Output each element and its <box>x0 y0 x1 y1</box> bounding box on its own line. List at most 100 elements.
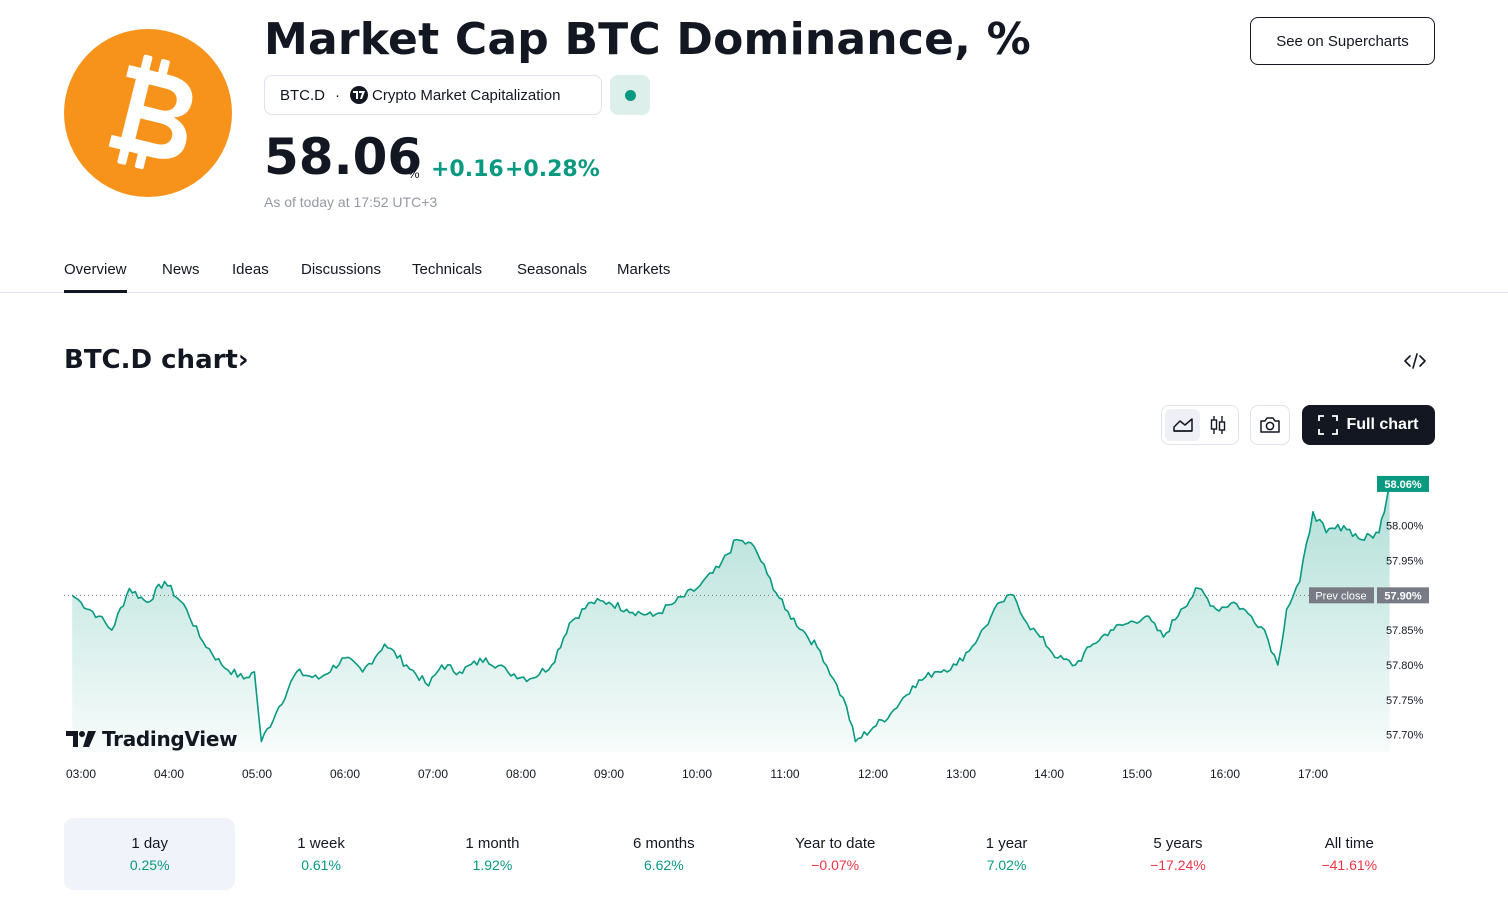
symbol-info-pill[interactable]: BTC.D · Crypto Market Capitalization <box>264 75 602 115</box>
period-1-year[interactable]: 1 year 7.02% <box>921 818 1092 890</box>
x-tick-label: 06:00 <box>330 767 360 781</box>
period-label: 5 years <box>1153 835 1203 852</box>
bitcoin-icon <box>108 54 193 170</box>
period-value: 7.02% <box>986 857 1027 873</box>
x-tick-label: 12:00 <box>858 767 888 781</box>
exchange-name: Crypto Market Capitalization <box>372 86 561 104</box>
x-tick-label: 04:00 <box>154 767 184 781</box>
tab-seasonals[interactable]: Seasonals <box>517 261 588 278</box>
chart-heading-text: BTC.D chart <box>64 345 238 375</box>
last-price-bg <box>1377 475 1429 492</box>
price-area-fill <box>72 483 1390 752</box>
x-tick-label: 15:00 <box>1122 767 1152 781</box>
area-chart-style-button[interactable] <box>1165 409 1200 441</box>
x-tick-label: 16:00 <box>1210 767 1240 781</box>
y-tick-label: 57.95% <box>1386 556 1424 568</box>
price-timestamp: As of today at 17:52 UTC+3 <box>264 194 438 210</box>
current-price: 58.06 <box>264 128 423 186</box>
prev-close-label: Prev close <box>1315 590 1366 602</box>
tradingview-logo-icon <box>66 731 96 747</box>
tradingview-watermark: TradingView <box>66 727 238 751</box>
see-on-supercharts-button[interactable]: See on Supercharts <box>1250 17 1435 65</box>
chart-style-toggle <box>1161 405 1239 445</box>
period-value: 0.25% <box>129 857 170 873</box>
x-tick-label: 14:00 <box>1034 767 1064 781</box>
price-change-percent: +0.28% <box>505 157 600 182</box>
tradingview-watermark-text: TradingView <box>102 727 238 751</box>
period-1-month[interactable]: 1 month 1.92% <box>407 818 578 890</box>
y-tick-label: 58.00% <box>1386 521 1424 533</box>
x-tick-label: 10:00 <box>682 767 712 781</box>
period-value: −0.07% <box>811 857 860 873</box>
last-price-label: 58.06% <box>1384 479 1422 491</box>
period-1-day[interactable]: 1 day 0.25% <box>64 818 236 890</box>
camera-icon <box>1260 417 1280 433</box>
period-5-years[interactable]: 5 years −17.24% <box>1092 818 1263 890</box>
embed-code-button[interactable] <box>1400 346 1430 376</box>
x-tick-label: 11:00 <box>770 767 799 781</box>
price-chart[interactable]: 58.00% 57.95% 57.85% 57.80% 57.75% 57.70% 03:… <box>0 460 1508 790</box>
period-value: 0.61% <box>301 857 341 873</box>
y-tick-label: 57.85% <box>1386 625 1424 637</box>
y-tick-label: 57.80% <box>1386 660 1424 672</box>
period-label: All time <box>1324 835 1374 852</box>
prev-close-value-bg <box>1377 587 1429 604</box>
market-open-dot-icon <box>624 89 636 101</box>
tab-discussions[interactable]: Discussions <box>301 261 382 278</box>
price-line <box>71 483 1391 743</box>
candle-chart-style-button[interactable] <box>1200 409 1235 441</box>
x-tick-label: 08:00 <box>506 767 536 781</box>
period-year-to-date[interactable]: Year to date −0.07% <box>750 818 921 890</box>
prev-close-tag: Prev close 57.90% <box>1309 587 1429 604</box>
period-label: 1 year <box>985 835 1028 852</box>
candlestick-icon <box>1210 416 1225 434</box>
full-chart-label: Full chart <box>1346 416 1419 433</box>
x-tick-label: 03:00 <box>66 767 96 781</box>
separator: · <box>335 86 340 104</box>
period-label: 1 day <box>131 835 169 852</box>
tab-bar: Overview News Ideas Discussions Technica… <box>0 250 1508 293</box>
tab-news[interactable]: News <box>162 261 200 278</box>
page-title: Market Cap BTC Dominance, % <box>264 14 1031 65</box>
tab-ideas[interactable]: Ideas <box>232 261 269 278</box>
chart-heading-link[interactable]: BTC.D chart› <box>64 345 249 375</box>
period-performance: 1 day 0.25% 1 week 0.61% 1 month 1.92% 6… <box>64 818 1435 890</box>
last-price-tag: 58.06% <box>1377 475 1429 492</box>
market-status-button[interactable] <box>610 75 650 115</box>
chevron-right-icon: › <box>237 345 249 375</box>
period-label: 6 months <box>632 835 695 852</box>
period-value: −17.24% <box>1150 857 1206 873</box>
prev-close-value: 57.90% <box>1384 590 1422 602</box>
x-axis: 03:00 04:00 05:00 06:00 07:00 08:00 09:00 10:00… <box>66 767 1328 781</box>
period-label: Year to date <box>795 835 876 852</box>
prev-close-label-bg <box>1309 587 1374 604</box>
bitcoin-logo <box>64 29 232 197</box>
area-chart-icon <box>1172 418 1193 432</box>
x-tick-label: 05:00 <box>242 767 272 781</box>
price-change-absolute: +0.16 <box>431 157 504 182</box>
x-tick-label: 13:00 <box>946 767 976 781</box>
snapshot-button[interactable] <box>1250 405 1290 445</box>
x-tick-label: 17:00 <box>1298 767 1328 781</box>
x-tick-label: 09:00 <box>594 767 624 781</box>
price-unit: % <box>408 166 420 181</box>
period-value: 1.92% <box>472 857 513 873</box>
period-value: 6.62% <box>643 857 684 873</box>
period-all-time[interactable]: All time −41.61% <box>1264 818 1435 890</box>
x-tick-label: 07:00 <box>418 767 448 781</box>
period-value: −41.61% <box>1321 857 1378 873</box>
period-6-months[interactable]: 6 months 6.62% <box>578 818 749 890</box>
symbol-ticker: BTC.D <box>280 86 325 104</box>
code-icon <box>1404 353 1426 369</box>
tab-markets[interactable]: Markets <box>617 261 671 278</box>
tradingview-badge-icon <box>350 86 368 104</box>
fullscreen-icon <box>1318 415 1339 435</box>
y-axis: 58.00% 57.95% 57.85% 57.80% 57.75% 57.70% <box>1386 521 1424 742</box>
full-chart-button[interactable]: Full chart <box>1302 405 1435 445</box>
period-label: 1 month <box>465 835 520 852</box>
y-tick-label: 57.70% <box>1386 730 1424 742</box>
tab-technicals[interactable]: Technicals <box>412 261 483 278</box>
y-tick-label: 57.75% <box>1386 695 1424 707</box>
period-1-week[interactable]: 1 week 0.61% <box>235 818 406 890</box>
tab-overview[interactable]: Overview <box>64 261 127 293</box>
